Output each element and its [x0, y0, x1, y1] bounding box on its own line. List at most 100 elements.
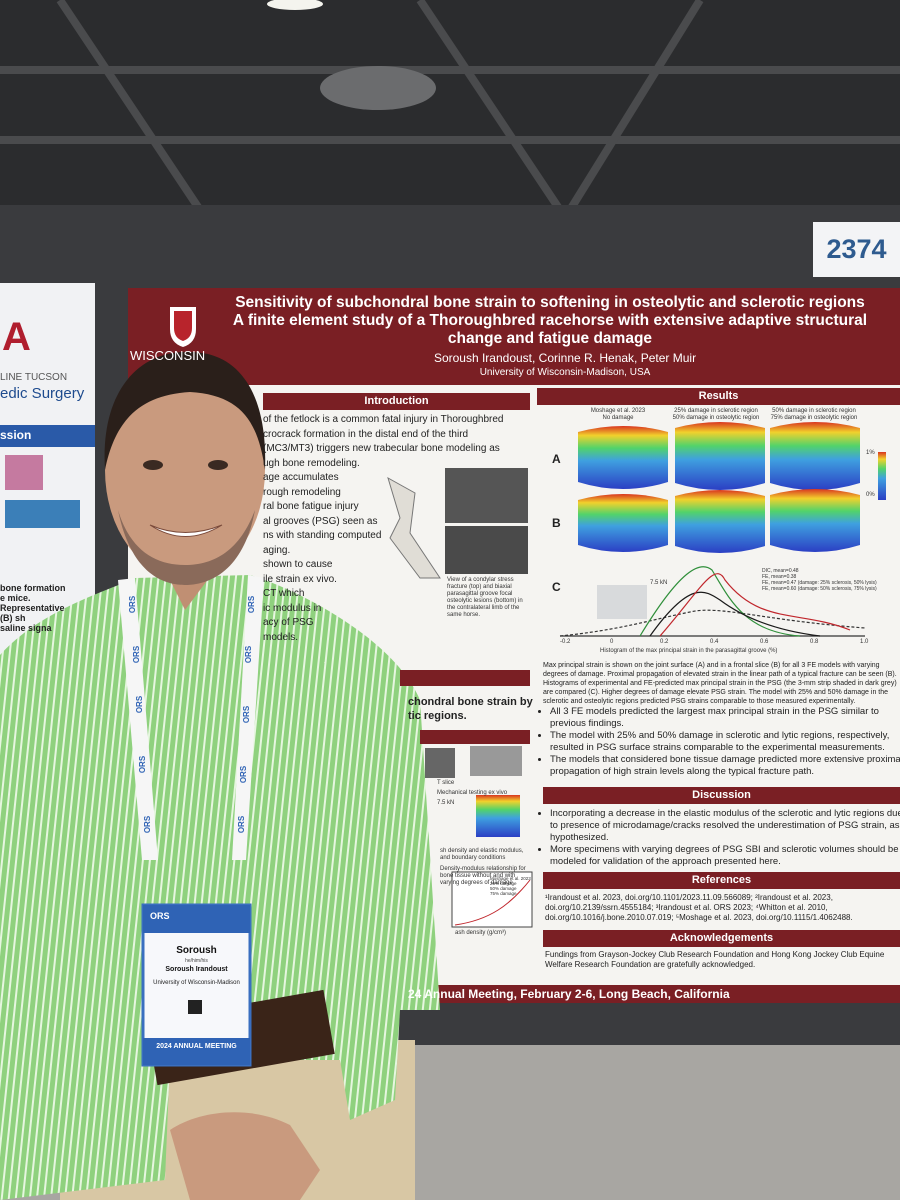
poster-number-box: [813, 222, 900, 277]
section-heading: Introduction: [263, 393, 530, 410]
method-image: [470, 746, 522, 776]
section-bar: [400, 670, 530, 686]
method-labels: T slice Mechanical testing ex vivo 7.5 kN: [437, 780, 532, 810]
figure-caption: View of a condylar stress fracture (top)…: [447, 577, 523, 618]
intro-line: ugh bone remodeling.: [263, 457, 360, 469]
left-caption-line: saline signa: [0, 623, 52, 633]
left-poster-header: [0, 425, 95, 447]
badge-event: 2024 ANNUAL MEETING: [156, 1043, 237, 1050]
histogram-axis-label: Histogram of the max principal strain in…: [600, 648, 778, 654]
histogram-tick: 1.0: [860, 639, 869, 645]
section-heading: Results: [537, 388, 900, 405]
institution: WISCONSIN: [130, 348, 206, 363]
intro-line: models.: [263, 631, 299, 643]
method-caption: Density-modulus relationship for bone ti…: [440, 866, 526, 886]
histogram-legend: DIC, mean=0.48 FE, mean=0.38 FE, mean=0.47…: [762, 568, 877, 592]
ceiling: [0, 0, 900, 210]
footer-text: 24 Annual Meeting, February 2-6, Long Be…: [408, 987, 730, 1001]
column-label-line: No damage: [602, 415, 634, 421]
badge-pronouns: he/him/his: [185, 958, 208, 964]
intro-line: crocrack formation in the distal end of …: [263, 428, 469, 440]
histogram-tick: 0.6: [760, 639, 769, 645]
left-heading: ssion: [0, 428, 32, 442]
ct-image: [445, 526, 528, 574]
ct-image: [445, 468, 528, 523]
left-caption-line: (B) sh: [0, 613, 26, 623]
column-label-line: 50% damage in sclerotic region: [772, 408, 856, 414]
legend-entry: FE, mean=0.47 (damage: 25% sclerosis, 50…: [762, 580, 877, 586]
histogram-tick: 0: [610, 639, 614, 645]
ceiling-vent: [320, 66, 436, 110]
column-label-line: 75% damage in osteolytic region: [770, 415, 858, 421]
column-label: Moshage et al. 2023 No damage: [570, 408, 666, 422]
affiliation: University of Wisconsin-Madison, USA: [479, 367, 651, 378]
eye: [143, 460, 163, 470]
legend-entry: Moshage et al. 2023: [490, 876, 531, 881]
section-bar: [420, 730, 530, 744]
specimen-image: [597, 585, 647, 619]
poster-title: Sensitivity of subchondral bone strain t…: [200, 294, 900, 348]
intro-line: ns with standing computed: [263, 530, 382, 541]
legend-entry: DIC, mean=0.48: [762, 568, 799, 574]
colorbar-label: 0%: [866, 492, 875, 498]
legend-entry: 25% damage: [490, 881, 517, 886]
beard: [118, 510, 255, 585]
method-image: [425, 748, 455, 778]
intro-line: ral bone fatigue injury: [263, 501, 359, 512]
intro-line: (MC3/MT3) triggers new trabecular bone m…: [263, 443, 500, 454]
left-caption-line: bone formation: [0, 583, 66, 593]
intro-line: age accumulates: [263, 472, 339, 483]
acknowledgements-text: Fundings from Grayson-Jockey Club Resear…: [545, 950, 885, 969]
poster-number: 2374: [826, 234, 887, 264]
histogram-tick: -0.2: [560, 639, 571, 645]
heading-line: chondral bone strain by: [408, 696, 533, 708]
section-heading: chondral bone strain by tic regions.: [408, 695, 533, 723]
references-text: ¹Irandoust et al. 2023, doi.org/10.1101/…: [545, 893, 853, 922]
load-label: 7.5 kN: [650, 580, 668, 586]
method-captions: sh density and elastic modulus, and boun…: [440, 848, 535, 891]
results-bullet: The model with 25% and 50% damage in scl…: [550, 730, 900, 754]
method-plot-x-label: ash density (g/cm³): [455, 930, 507, 936]
hair: [104, 351, 266, 470]
left-caption-line: e mice. Representative: [0, 593, 65, 613]
legend-entry: FE, mean=0.60 (damage: 50% sclerosis, 75…: [762, 586, 877, 592]
results-bullet: All 3 FE models predicted the largest ma…: [550, 706, 900, 730]
intro-line: ile strain ex vivo.: [263, 573, 337, 585]
method-plot-legend: Moshage et al. 2023 25% damage 50% damage 7…: [490, 876, 531, 896]
left-text: edic Surgery: [0, 385, 85, 402]
badge-institution: University of Wisconsin-Madison: [153, 980, 240, 986]
title-line: change and fatigue damage: [447, 330, 653, 347]
legend-entry: 75% damage: [490, 891, 517, 896]
panel-label: C: [552, 580, 561, 594]
method-plot-line: [454, 879, 531, 926]
column-label-line: 25% damage in sclerotic region: [674, 408, 758, 414]
colorbar-labels: 1% 0%: [866, 450, 875, 534]
hands: [170, 1112, 320, 1200]
panel-label: A: [552, 452, 561, 466]
column-label: 50% damage in sclerotic region 75% damage…: [766, 408, 862, 422]
method-caption: sh density and elastic modulus, and boun…: [440, 848, 524, 861]
intro-line: aging.: [263, 544, 291, 556]
smile: [149, 524, 223, 537]
results-bullet: The models that considered bone tissue d…: [550, 754, 900, 778]
column-label: 25% damage in sclerotic region 50% damage…: [668, 408, 764, 422]
results-bullets: All 3 FE models predicted the largest ma…: [540, 706, 900, 778]
intro-line: rough remodeling: [263, 486, 341, 498]
heat-maps: [578, 422, 886, 553]
ceiling-beams: [0, 0, 900, 213]
badge-footer: [143, 1038, 250, 1065]
crest: [174, 311, 192, 341]
results-text: Max principal strain is shown on the joi…: [543, 662, 897, 705]
method-label: Mechanical testing ex vivo: [437, 790, 508, 796]
title-line: A finite element study of a Thoroughbred…: [232, 312, 868, 329]
intro-line: shown to cause: [263, 559, 333, 570]
left-logo: A: [2, 315, 31, 359]
column-label-line: Moshage et al. 2023: [590, 408, 646, 414]
section-heading: References: [543, 872, 900, 889]
eye: [208, 460, 228, 470]
badge-first-name: Soroush: [176, 945, 217, 956]
intro-line: ic modulus in: [263, 602, 322, 614]
panel-label: B: [552, 516, 561, 530]
